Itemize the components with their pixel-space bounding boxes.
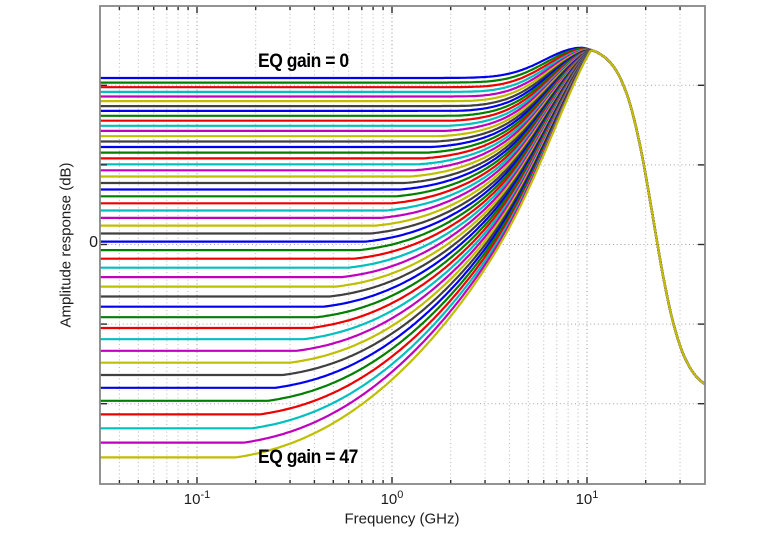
y-axis-label: Amplitude response (dB)	[57, 162, 75, 328]
annotation-eq-gain-0: EQ gain = 0	[258, 51, 349, 72]
plot-border	[99, 5, 706, 485]
response-curve	[100, 49, 705, 416]
x-tick-label: 10-1	[183, 489, 211, 508]
x-tick-label: 101	[575, 489, 599, 508]
y-tick-label-zero: 0	[89, 234, 98, 251]
response-curve	[100, 49, 705, 444]
annotation-eq-gain-47: EQ gain = 47	[258, 447, 358, 468]
response-curves	[100, 46, 705, 459]
response-curve	[100, 49, 705, 459]
x-tick-label: 100	[380, 489, 404, 508]
x-axis-label: Frequency (GHz)	[344, 510, 460, 528]
